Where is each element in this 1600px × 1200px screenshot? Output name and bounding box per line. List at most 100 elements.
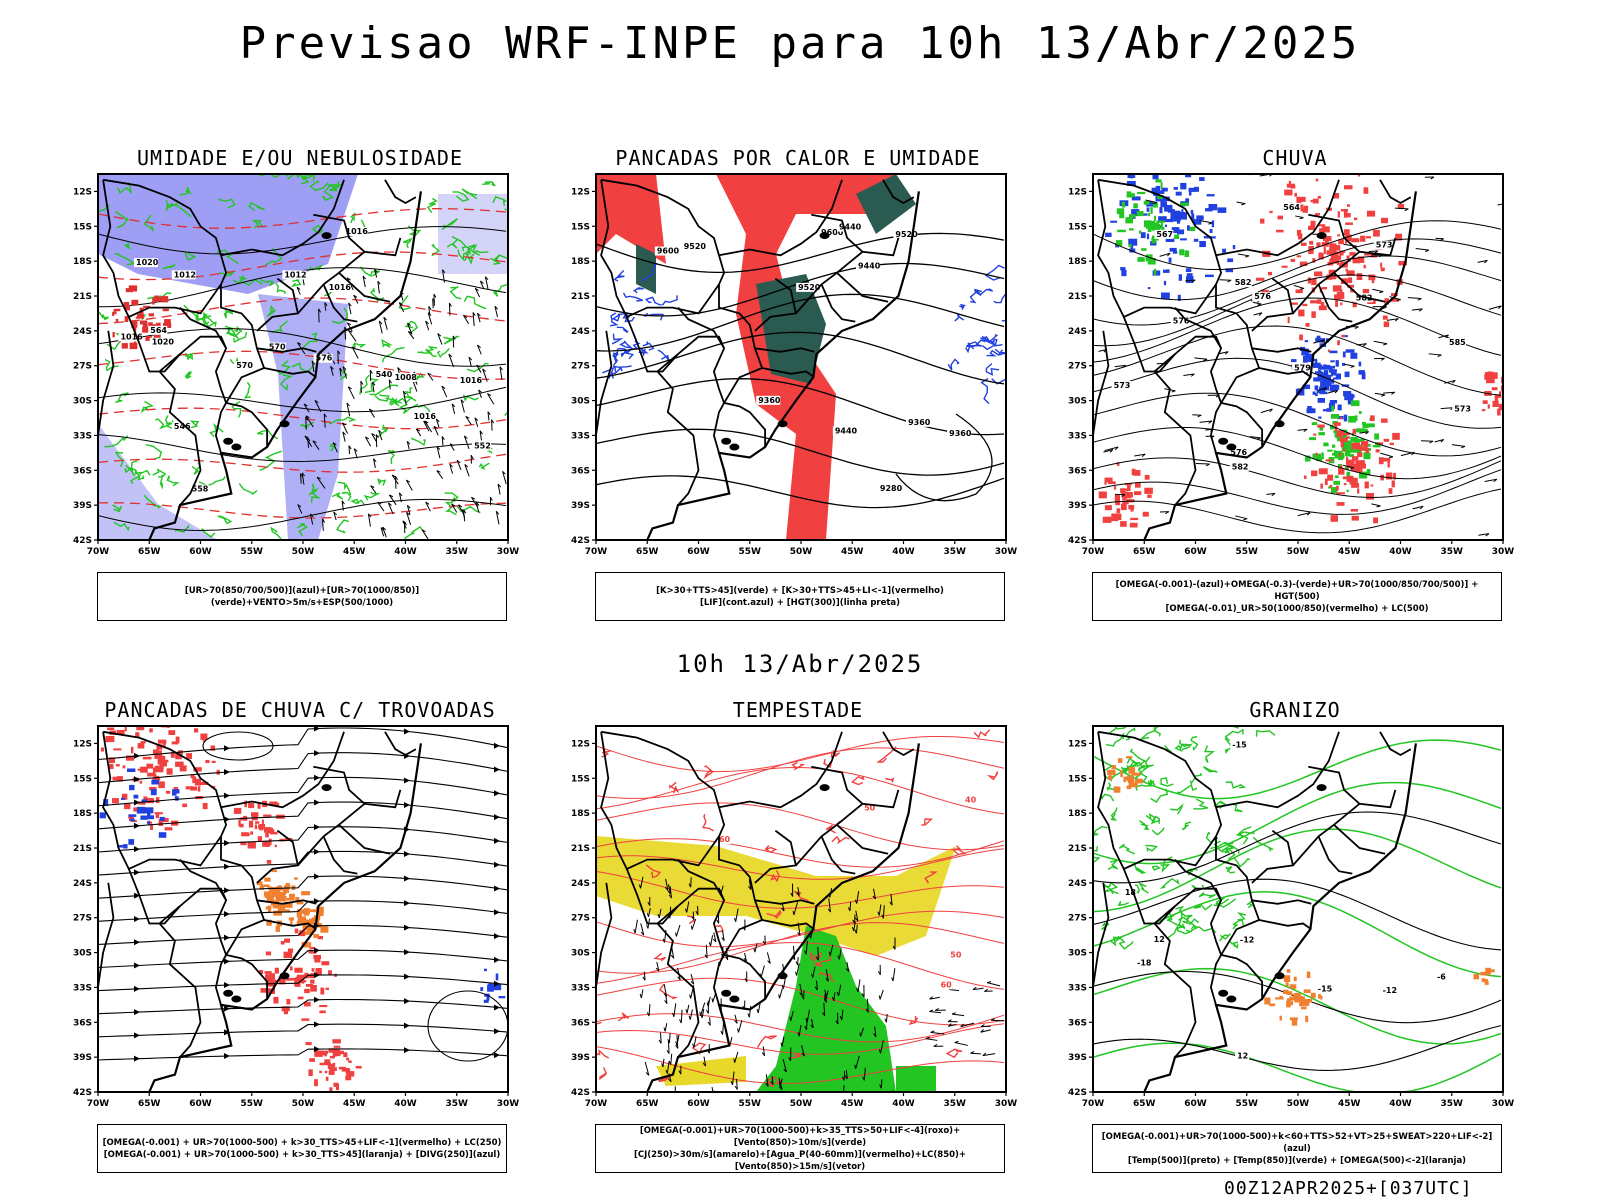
lifted-index-blue — [619, 340, 634, 349]
omega-orange — [1318, 994, 1321, 999]
border-line — [1308, 213, 1397, 257]
border-line — [1379, 179, 1412, 205]
thunder-red — [147, 772, 156, 777]
streamline-arrow — [1297, 428, 1308, 431]
rain-red — [1391, 480, 1395, 488]
rain-red — [1299, 261, 1308, 266]
rain-red — [1395, 233, 1402, 241]
thunder-orange — [284, 884, 291, 888]
rain-red — [1481, 409, 1486, 412]
rain-red — [1130, 505, 1134, 512]
thunder-red — [319, 1005, 328, 1008]
panel-tempestade: TEMPESTADE 40 50 60 60 50 12S 15S 18S 21S 24S 27S 3… — [558, 698, 1038, 1173]
rain-red — [1337, 211, 1340, 218]
wind-vector — [314, 400, 322, 412]
omega-blue — [1320, 377, 1330, 381]
lat-tick-label: 12S — [73, 187, 92, 197]
contour-label-bg — [1135, 958, 1155, 968]
lon-tick-label: 60W — [189, 1099, 212, 1109]
rain-red — [1104, 482, 1107, 485]
humidity-contour-green — [495, 254, 508, 261]
humidity-contour-green — [377, 478, 387, 486]
lon-tick-label: 70W — [585, 547, 608, 557]
rain-red — [1291, 302, 1298, 305]
wind-vector — [878, 904, 882, 916]
humidity-contour-green — [216, 249, 239, 265]
wind-vector — [465, 416, 472, 425]
temp850-green — [1190, 736, 1199, 752]
rain-red — [1482, 400, 1488, 404]
omega-green — [1146, 225, 1154, 229]
height-contour-black — [596, 428, 1005, 476]
wind-vector — [309, 513, 314, 518]
omega-blue — [1318, 416, 1322, 419]
wind-vector — [372, 382, 375, 393]
thunder-red — [258, 824, 265, 828]
wind-vector — [351, 346, 359, 359]
pressure-contour-black — [98, 386, 507, 413]
omega-blue — [1304, 340, 1309, 343]
contour-label-bg — [1154, 229, 1174, 239]
thunder-red — [286, 999, 291, 1005]
lon-tick-label: 65W — [1133, 547, 1156, 557]
divergence-blue — [174, 796, 179, 801]
wind-vector — [448, 353, 455, 368]
omega-blue — [1329, 384, 1337, 392]
temp850-green — [1230, 803, 1243, 813]
wind-vector — [368, 408, 373, 412]
wind-vector — [332, 442, 337, 446]
omega-orange — [1286, 998, 1291, 1003]
omega-blue — [1180, 212, 1186, 216]
omega-blue — [1308, 407, 1313, 414]
wind-vector — [472, 312, 476, 317]
streamline-arrow — [1438, 334, 1449, 339]
omega-blue — [1151, 187, 1160, 194]
streamline-arrow — [1257, 303, 1262, 306]
thunder-red — [308, 951, 317, 954]
humidity-contour-green — [308, 483, 317, 496]
wind-vector — [433, 293, 437, 298]
omega-green — [1180, 202, 1189, 206]
wind-vector — [675, 1044, 679, 1049]
precip-water-red — [766, 1076, 783, 1088]
thunder-red — [327, 1062, 331, 1066]
border-line — [1122, 868, 1223, 956]
instability-red — [596, 174, 896, 540]
thunder-red — [335, 1083, 339, 1091]
thickness-label-red — [143, 305, 150, 309]
lifted-index-blue — [984, 264, 1005, 281]
humidity-contour-green — [259, 278, 275, 287]
omega-blue — [1352, 394, 1355, 398]
wind-vector — [713, 932, 717, 943]
wind-vector — [463, 315, 470, 325]
omega-blue — [1332, 365, 1335, 369]
omega-orange — [1305, 1015, 1309, 1022]
streamline-arrow — [134, 846, 140, 853]
rain-red — [1329, 259, 1334, 263]
height-contour-black — [596, 378, 1005, 436]
wind-vector — [330, 366, 334, 370]
thunder-orange — [279, 904, 286, 912]
omega-orange — [1126, 756, 1133, 759]
rain-red — [1287, 316, 1290, 324]
border-line — [600, 730, 766, 999]
rain-red — [1339, 250, 1346, 253]
wind-vector — [437, 333, 443, 345]
humidity-contour-green — [490, 254, 502, 265]
rain-red — [1382, 315, 1388, 320]
wind-vector — [474, 417, 479, 427]
rain-red — [1134, 491, 1142, 496]
thunder-red — [124, 726, 127, 732]
thunder-red — [262, 841, 270, 847]
thickness-label-red — [154, 295, 159, 303]
wind-vector — [816, 980, 818, 991]
thickness-label-red — [164, 319, 171, 326]
omega-green — [1338, 452, 1345, 459]
temp850-green — [1135, 784, 1154, 791]
lat-tick-label: 33S — [571, 431, 590, 441]
lifted-index-blue — [982, 334, 999, 351]
streamline-arrow — [134, 1032, 140, 1039]
omega-orange — [1293, 994, 1298, 997]
lon-tick-label: 35W — [1441, 1099, 1464, 1109]
streamline — [98, 850, 508, 876]
